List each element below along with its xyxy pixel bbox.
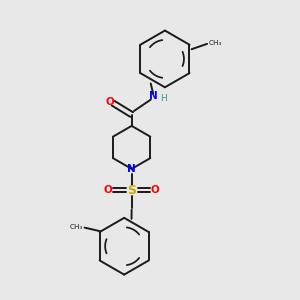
Text: O: O (104, 185, 112, 195)
Text: N: N (149, 91, 158, 101)
Text: O: O (106, 97, 115, 107)
Text: O: O (151, 185, 160, 195)
Text: CH₃: CH₃ (70, 224, 83, 230)
Text: H: H (160, 94, 167, 103)
Text: N: N (127, 164, 136, 174)
Text: CH₃: CH₃ (208, 40, 222, 46)
Text: S: S (127, 184, 136, 197)
